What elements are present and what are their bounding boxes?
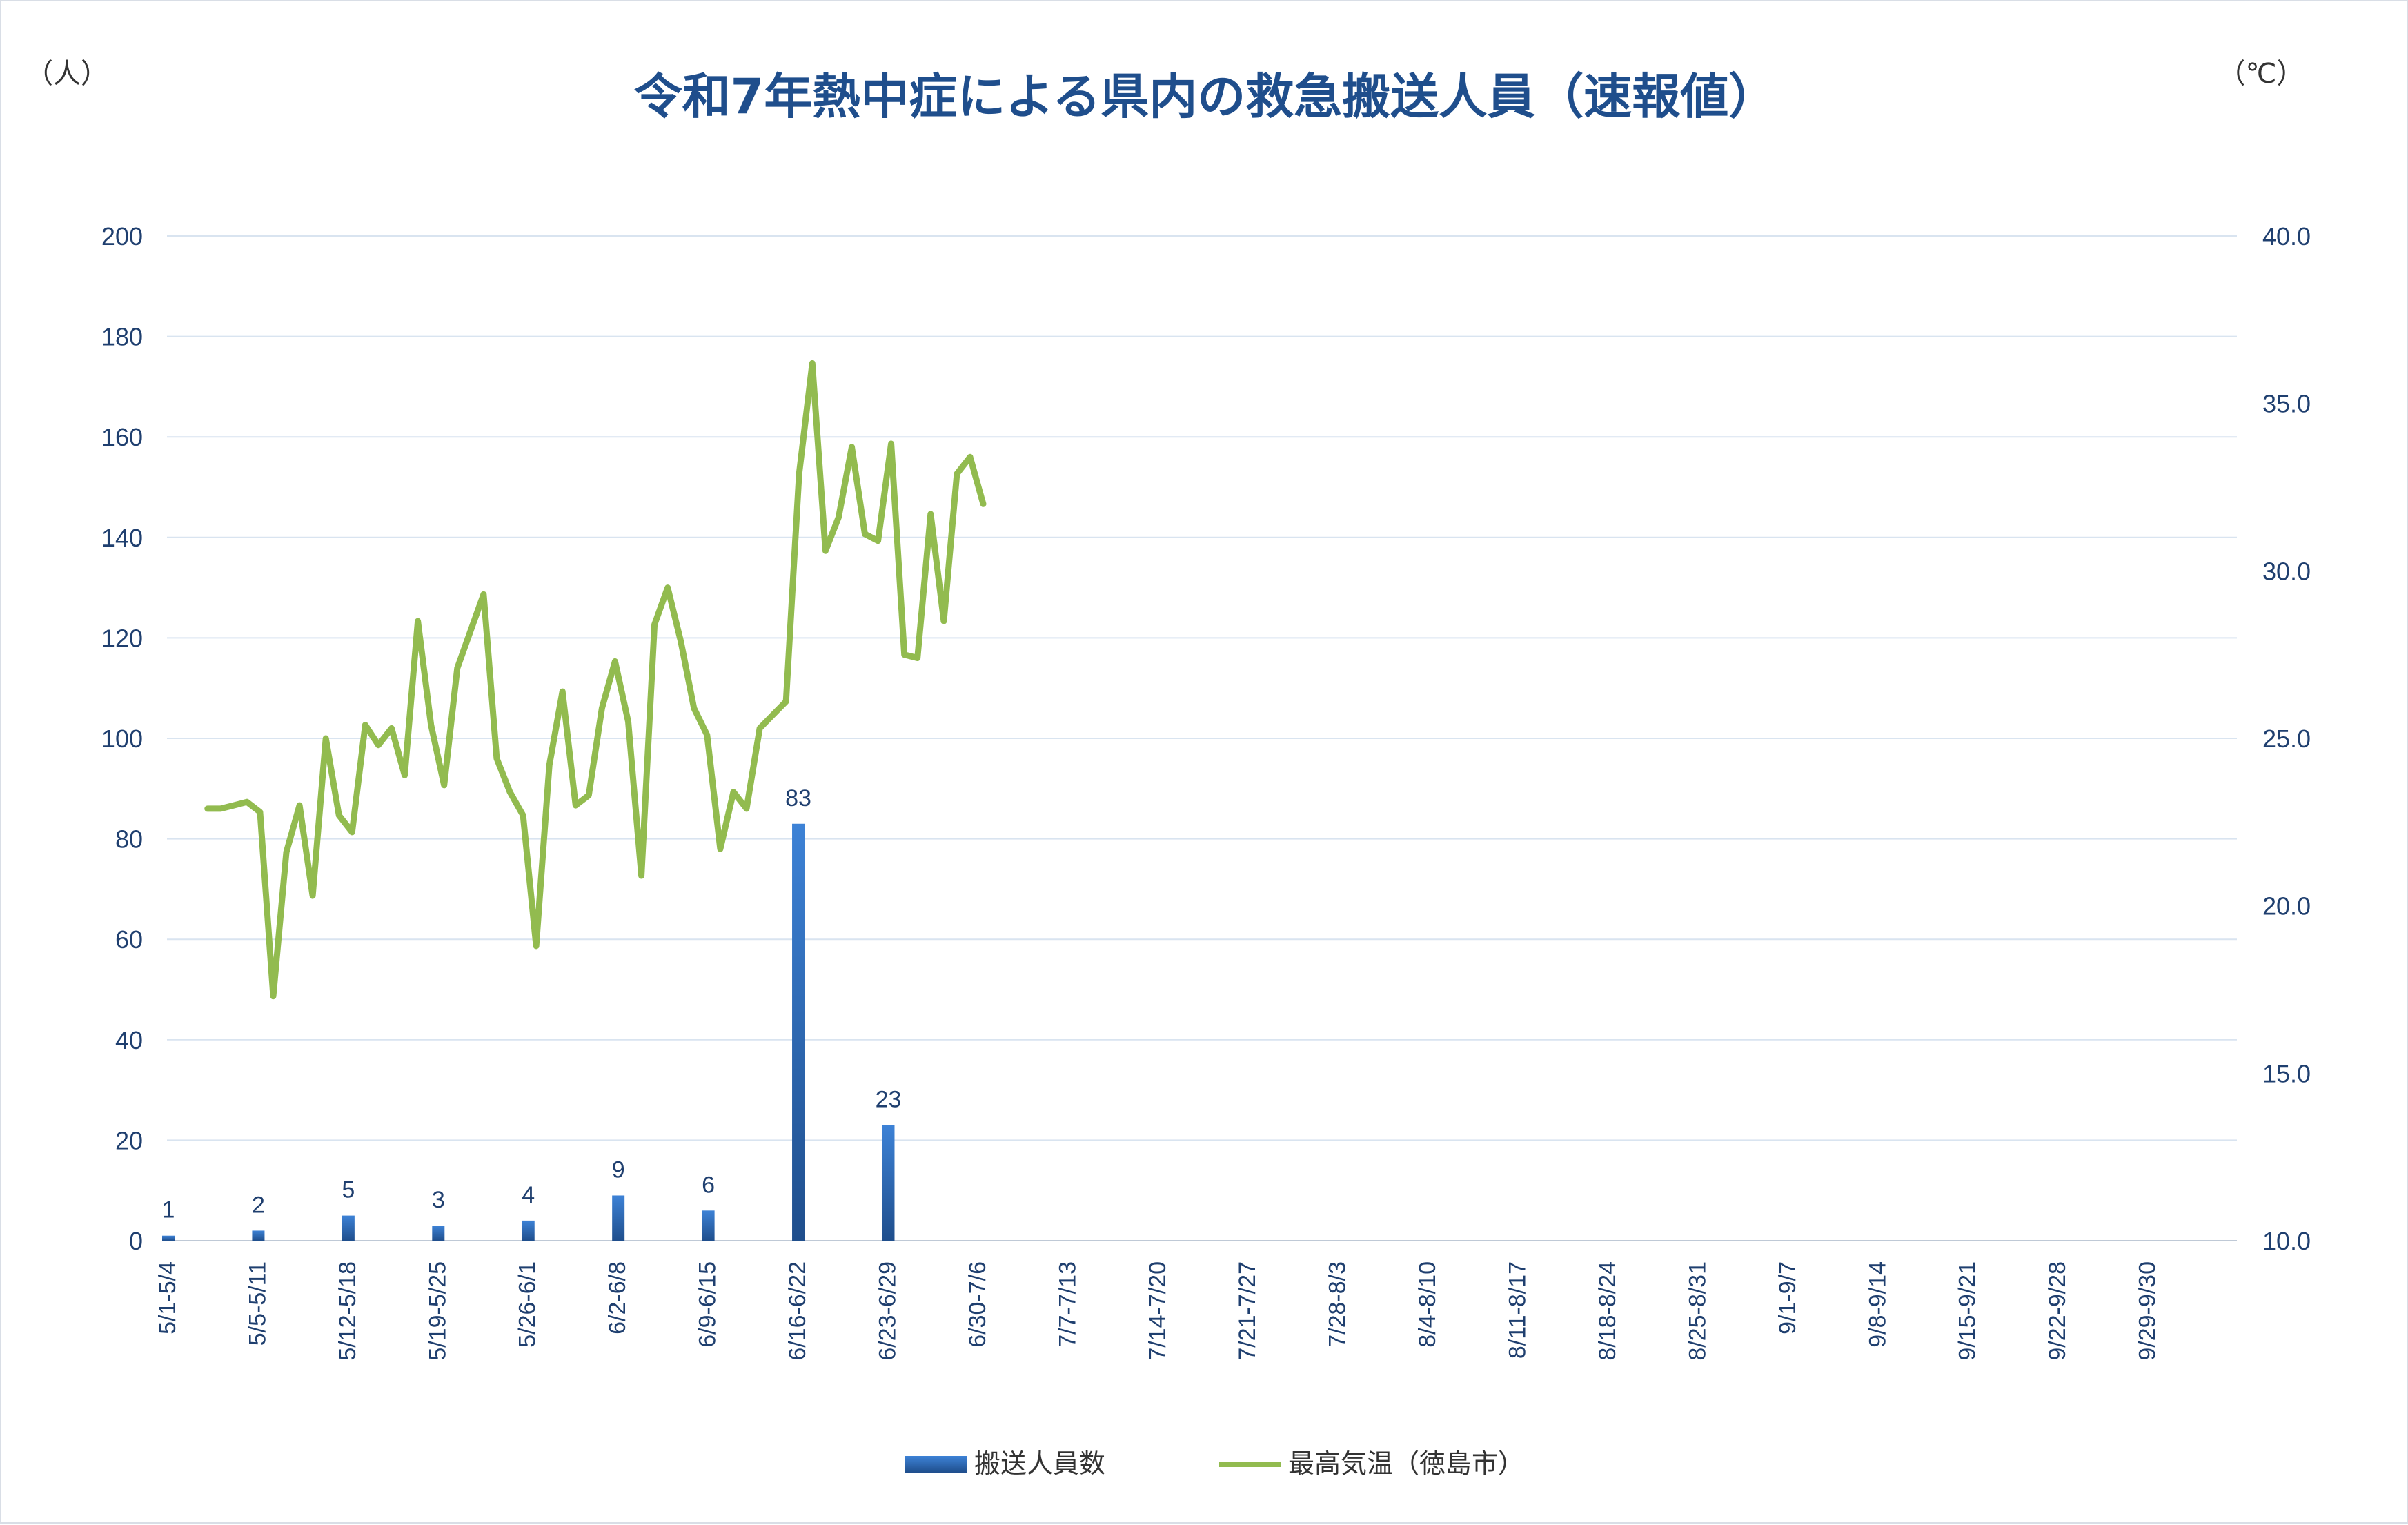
y-left-tick-label: 60 xyxy=(115,925,143,954)
bar-data-label: 3 xyxy=(432,1187,445,1213)
x-category-label: 6/16-6/22 xyxy=(784,1261,811,1361)
x-category-label: 9/1-9/7 xyxy=(1775,1261,1801,1335)
x-category-label: 7/7-7/13 xyxy=(1054,1261,1080,1348)
bar xyxy=(522,1220,535,1241)
bar-data-label: 1 xyxy=(162,1197,175,1223)
x-category-label: 7/28-8/3 xyxy=(1325,1261,1351,1348)
bar xyxy=(612,1195,625,1241)
y-left-tick-label: 160 xyxy=(101,423,143,451)
x-category-label: 5/1-5/4 xyxy=(155,1261,181,1335)
bar-data-label: 4 xyxy=(522,1182,535,1208)
x-category-label: 7/21-7/27 xyxy=(1234,1261,1261,1361)
x-category-label: 6/23-6/29 xyxy=(874,1261,900,1361)
bar xyxy=(792,823,805,1241)
bar xyxy=(702,1210,715,1241)
y-right-tick-label: 10.0 xyxy=(2262,1227,2311,1255)
y-left-tick-label: 80 xyxy=(115,825,143,854)
x-category-label: 5/12-5/18 xyxy=(335,1261,361,1361)
gridlines xyxy=(167,235,2237,1241)
axis-labels: 0 20 40 60 80 100 120 140 160 180 200 10.0 15.0 20.0 2… xyxy=(101,222,2311,1361)
bar-data-label: 9 xyxy=(612,1157,625,1183)
x-category-label: 5/19-5/25 xyxy=(424,1261,451,1361)
y-left-tick-label: 100 xyxy=(101,725,143,753)
bar-data-label: 6 xyxy=(702,1172,715,1198)
bar xyxy=(252,1230,265,1241)
y-left-tick-label: 140 xyxy=(101,524,143,552)
x-category-label: 9/29-9/30 xyxy=(2135,1261,2161,1361)
x-category-label: 6/2-6/8 xyxy=(604,1261,631,1335)
x-category-label: 6/9-6/15 xyxy=(695,1261,721,1348)
x-category-label: 9/15-9/21 xyxy=(1955,1261,1981,1361)
left-axis-unit: （人） xyxy=(26,58,108,90)
y-right-tick-label: 15.0 xyxy=(2262,1059,2311,1088)
y-right-tick-label: 20.0 xyxy=(2262,892,2311,921)
x-category-label: 7/14-7/20 xyxy=(1145,1261,1171,1361)
x-category-label: 9/8-9/14 xyxy=(1864,1261,1891,1348)
x-category-label: 9/22-9/28 xyxy=(2044,1261,2071,1361)
x-category-label: 5/5-5/11 xyxy=(244,1261,270,1346)
y-left-tick-label: 20 xyxy=(115,1126,143,1154)
temperature-line xyxy=(204,360,987,1000)
y-left-tick-label: 200 xyxy=(101,222,143,250)
y-right-tick-label: 35.0 xyxy=(2262,390,2311,418)
y-left-tick-label: 40 xyxy=(115,1026,143,1054)
y-right-tick-label: 40.0 xyxy=(2262,222,2311,250)
x-category-label: 8/25-8/31 xyxy=(1684,1261,1710,1361)
bar-data-label: 23 xyxy=(876,1087,902,1113)
bar-data-label: 2 xyxy=(252,1192,265,1218)
legend-bar-label: 搬送人員数 xyxy=(974,1448,1105,1479)
x-category-label: 8/18-8/24 xyxy=(1595,1261,1621,1361)
bar-data-label: 83 xyxy=(785,785,811,811)
y-right-tick-label: 25.0 xyxy=(2262,725,2311,753)
y-left-tick-label: 120 xyxy=(101,624,143,652)
y-right-tick-label: 30.0 xyxy=(2262,557,2311,585)
y-left-tick-label: 180 xyxy=(101,323,143,351)
x-category-label: 8/11-8/17 xyxy=(1505,1261,1531,1359)
legend-bar-swatch xyxy=(905,1456,967,1473)
x-category-label: 5/26-6/1 xyxy=(515,1261,541,1348)
y-left-tick-label: 0 xyxy=(129,1227,143,1255)
legend-line-label: 最高気温（徳島市） xyxy=(1288,1448,1524,1479)
line-series xyxy=(204,360,987,1000)
legend: 搬送人員数 最高気温（徳島市） xyxy=(905,1448,1524,1479)
bar xyxy=(342,1215,355,1241)
x-category-label: 6/30-7/6 xyxy=(965,1261,991,1348)
bar-data-label: 5 xyxy=(342,1177,355,1203)
bar xyxy=(162,1235,175,1241)
bar-series: 1 2 5 3 4 9 6 83 23 xyxy=(162,785,902,1241)
x-category-label: 8/4-8/10 xyxy=(1414,1261,1441,1348)
bar xyxy=(882,1125,895,1241)
right-axis-unit: （℃） xyxy=(2218,58,2305,90)
chart-title: 令和7年熱中症による県内の救急搬送人員（速報値） xyxy=(634,68,1777,125)
bar xyxy=(432,1226,445,1241)
